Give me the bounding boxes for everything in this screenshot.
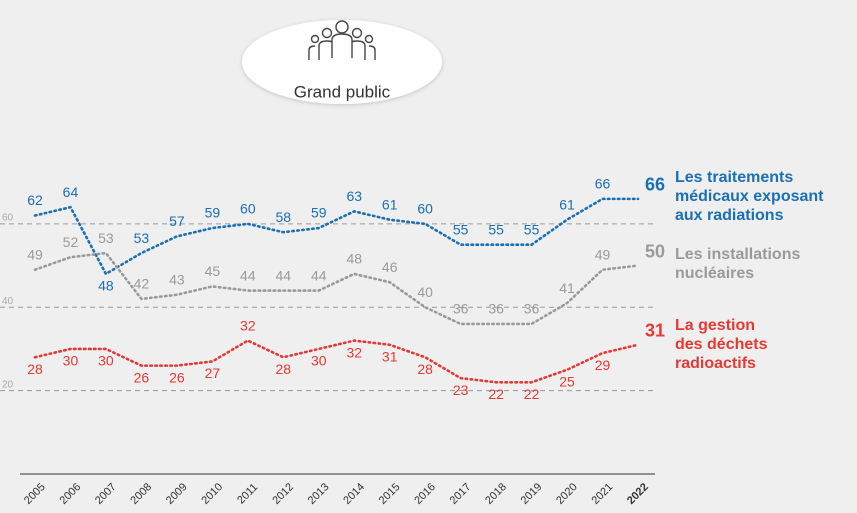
- badge-label: Grand public: [294, 82, 391, 101]
- value-label: 45: [205, 263, 221, 279]
- y-tick-label: 60: [2, 213, 14, 224]
- value-label: 32: [346, 344, 362, 360]
- value-label: 36: [524, 301, 540, 317]
- x-tick-label: 2020: [554, 481, 580, 507]
- value-label: 53: [98, 230, 114, 246]
- x-tick-label: 2022: [625, 481, 651, 507]
- value-label: 36: [453, 301, 469, 317]
- value-label: 58: [276, 209, 292, 225]
- value-label: 52: [63, 234, 79, 250]
- value-label: 60: [417, 201, 433, 217]
- x-tick-label: 2008: [128, 481, 154, 507]
- value-label: 31: [645, 321, 665, 341]
- value-label: 22: [488, 386, 504, 402]
- value-label: 55: [524, 221, 540, 237]
- x-tick-label: 2012: [270, 481, 296, 507]
- y-tick-label: 40: [2, 296, 14, 307]
- value-label: 44: [311, 267, 327, 283]
- value-label: 36: [488, 301, 504, 317]
- legend-entry: Les traitements médicaux exposant aux ra…: [675, 169, 824, 224]
- value-label: 32: [240, 317, 256, 333]
- x-tick-label: 2017: [448, 481, 474, 507]
- x-tick-label: 2009: [164, 481, 190, 507]
- value-label: 48: [98, 278, 114, 294]
- value-label: 46: [382, 259, 398, 275]
- value-label: 48: [346, 251, 362, 267]
- value-label: 30: [311, 353, 327, 369]
- x-tick-label: 2019: [519, 481, 545, 507]
- value-label: 62: [27, 192, 43, 208]
- value-label: 41: [559, 280, 575, 296]
- x-tick-label: 2010: [199, 481, 225, 507]
- value-label: 49: [27, 246, 43, 262]
- x-tick-label: 2018: [483, 481, 509, 507]
- value-label: 61: [382, 196, 398, 212]
- y-tick-label: 20: [2, 379, 14, 390]
- value-label: 26: [134, 369, 150, 385]
- value-label: 30: [63, 353, 79, 369]
- value-label: 63: [346, 188, 362, 204]
- value-label: 44: [240, 267, 256, 283]
- value-label: 31: [382, 348, 398, 364]
- x-tick-label: 2015: [377, 481, 403, 507]
- value-label: 22: [524, 386, 540, 402]
- x-tick-label: 2014: [341, 481, 367, 507]
- value-label: 44: [276, 267, 292, 283]
- x-tick-label: 2013: [306, 481, 332, 507]
- value-label: 27: [205, 365, 221, 381]
- value-label: 60: [240, 201, 256, 217]
- legend-entry: La gestion des déchets radioactifs: [675, 317, 768, 372]
- x-tick-label: 2011: [235, 481, 260, 506]
- value-label: 57: [169, 213, 185, 229]
- value-label: 53: [134, 230, 150, 246]
- x-tick-label: 2006: [58, 481, 84, 507]
- value-label: 66: [645, 175, 665, 195]
- legend-entry: Les installations nucléaires: [675, 246, 801, 282]
- series-line: [33, 197, 640, 276]
- value-label: 29: [595, 357, 611, 373]
- value-label: 61: [559, 196, 575, 212]
- value-label: 66: [595, 176, 611, 192]
- value-label: 28: [27, 361, 43, 377]
- value-label: 40: [417, 284, 433, 300]
- value-label: 43: [169, 271, 185, 287]
- x-tick-label: 2007: [93, 481, 119, 507]
- value-label: 30: [98, 353, 114, 369]
- x-tick-label: 2005: [22, 481, 48, 507]
- value-label: 64: [63, 184, 79, 200]
- value-label: 28: [276, 361, 292, 377]
- value-label: 23: [453, 382, 469, 398]
- value-label: 25: [559, 373, 575, 389]
- value-label: 59: [311, 205, 327, 221]
- value-label: 49: [595, 246, 611, 262]
- badge: [242, 20, 442, 104]
- series-line: [33, 251, 640, 326]
- x-tick-label: 2016: [412, 481, 438, 507]
- value-label: 26: [169, 369, 185, 385]
- x-tick-label: 2021: [590, 481, 616, 507]
- series-line: [33, 339, 640, 384]
- value-label: 55: [453, 221, 469, 237]
- value-label: 42: [134, 276, 150, 292]
- value-label: 28: [417, 361, 433, 377]
- value-label: 50: [645, 241, 665, 261]
- value-label: 55: [488, 221, 504, 237]
- people-icon: [308, 20, 376, 60]
- value-label: 59: [205, 205, 221, 221]
